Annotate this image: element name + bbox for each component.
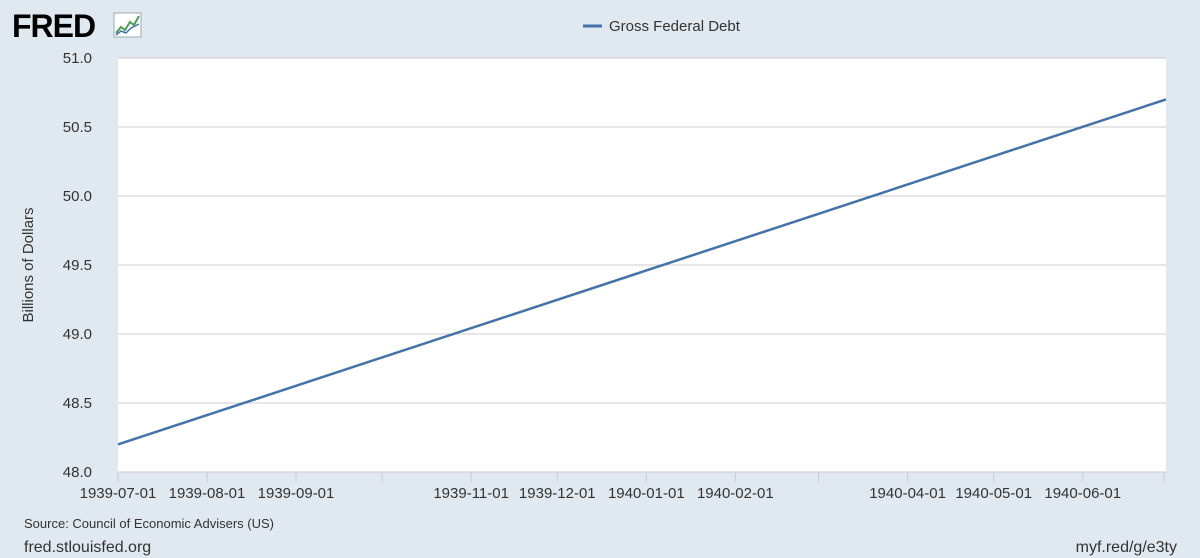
y-tick-label: 48.5 [63,395,92,412]
y-tick-label: 51.0 [63,50,92,67]
x-tick-label: 1940-06-01 [1044,485,1121,502]
x-tick-label: 1939-12-01 [519,485,596,502]
y-tick-label: 49.0 [63,326,92,343]
fred-logo[interactable]: FRED [12,8,142,44]
y-tick-label: 49.5 [63,257,92,274]
gridlines [118,57,1166,473]
x-tick-label: 1940-05-01 [955,485,1032,502]
y-axis-ticks: 48.0 48.5 49.0 49.5 50.0 50.5 51.0 [63,50,92,481]
y-tick-label: 50.5 [63,119,92,136]
fred-logo-text: FRED [12,8,95,44]
legend[interactable]: Gross Federal Debt [583,18,741,35]
x-tick-label: 1939-07-01 [80,485,157,502]
x-tick-label: 1940-01-01 [608,485,685,502]
site-url-link[interactable]: fred.stlouisfed.org [24,539,151,556]
y-tick-label: 48.0 [63,464,92,481]
x-tick-label: 1939-08-01 [169,485,246,502]
series-line-gross-federal-debt[interactable] [117,98,1167,446]
x-axis-ticks: 1939-07-01 1939-08-01 1939-09-01 1939-11-01… [80,472,1165,502]
series-group [117,98,1167,446]
source-note: Source: Council of Economic Advisers (US… [24,516,274,531]
fred-logo-graph-icon [113,12,142,38]
x-tick-label: 1939-09-01 [258,485,335,502]
x-tick-label: 1940-02-01 [697,485,774,502]
y-tick-label: 50.0 [63,188,92,205]
y-axis-label: Billions of Dollars [20,207,37,322]
x-tick-label: 1939-11-01 [433,485,509,502]
legend-series-label: Gross Federal Debt [609,18,741,35]
short-url-link[interactable]: myf.red/g/e3ty [1076,539,1177,556]
x-tick-label: 1940-04-01 [869,485,946,502]
